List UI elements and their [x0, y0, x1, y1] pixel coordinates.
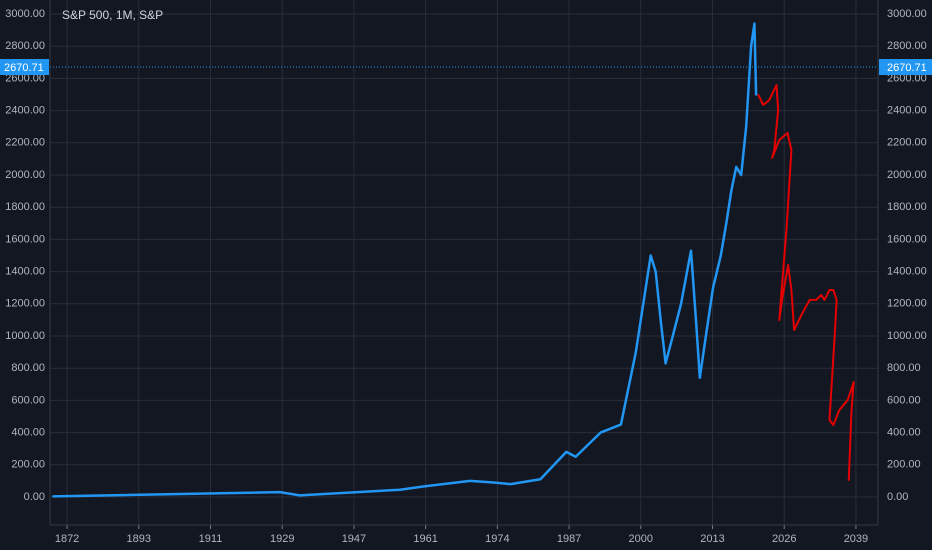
y-tick-label: 200.00	[887, 459, 921, 471]
y-tick-label: 1800.00	[5, 201, 45, 213]
price-label: 2670.71	[887, 62, 927, 74]
y-tick-label: 2200.00	[5, 137, 45, 149]
x-tick-label: 2000	[629, 533, 653, 545]
y-tick-label: 3000.00	[5, 8, 45, 20]
series-line	[52, 22, 758, 498]
price-label: 2670.71	[4, 62, 44, 74]
y-tick-label: 800.00	[887, 362, 921, 374]
x-tick-label: 1987	[557, 533, 581, 545]
y-tick-label: 1400.00	[887, 266, 927, 278]
y-tick-label: 600.00	[887, 394, 921, 406]
y-tick-label: 2800.00	[5, 40, 45, 52]
y-tick-label: 0.00	[24, 491, 45, 503]
x-tick-label: 2013	[700, 533, 724, 545]
y-tick-label: 1600.00	[887, 233, 927, 245]
y-tick-label: 1000.00	[887, 330, 927, 342]
x-tick-label: 2026	[772, 533, 796, 545]
chart-title: S&P 500, 1M, S&P	[62, 8, 163, 22]
y-tick-label: 0.00	[887, 491, 908, 503]
x-tick-label: 1872	[55, 533, 79, 545]
y-tick-label: 2400.00	[887, 105, 927, 117]
y-tick-label: 2600.00	[887, 72, 927, 84]
x-tick-label: 1911	[199, 533, 223, 545]
y-tick-label: 2200.00	[887, 137, 927, 149]
y-tick-label: 2400.00	[5, 105, 45, 117]
x-tick-label: 1974	[485, 533, 509, 545]
y-tick-label: 1400.00	[5, 266, 45, 278]
y-tick-label: 3000.00	[887, 8, 927, 20]
x-tick-label: 1929	[270, 533, 294, 545]
y-tick-label: 1000.00	[5, 330, 45, 342]
grid	[50, 0, 878, 525]
series-line	[757, 84, 855, 481]
price-label-box	[0, 59, 49, 76]
y-tick-label: 800.00	[11, 362, 45, 374]
y-tick-label: 2000.00	[887, 169, 927, 181]
y-tick-label: 1200.00	[5, 298, 45, 310]
y-tick-label: 200.00	[11, 459, 45, 471]
y-tick-label: 400.00	[11, 426, 45, 438]
plot	[50, 22, 878, 498]
price-label-box	[879, 59, 932, 76]
x-tick-label: 1961	[413, 533, 437, 545]
y-tick-label: 1200.00	[887, 298, 927, 310]
x-tick-label: 2039	[844, 533, 868, 545]
y-tick-label: 1800.00	[887, 201, 927, 213]
x-tick-label: 1893	[127, 533, 151, 545]
y-tick-label: 2600.00	[5, 72, 45, 84]
x-tick-label: 1947	[342, 533, 366, 545]
y-tick-label: 600.00	[11, 394, 45, 406]
y-tick-label: 400.00	[887, 426, 921, 438]
y-tick-label: 1600.00	[5, 233, 45, 245]
y-tick-label: 2000.00	[5, 169, 45, 181]
y-tick-label: 2800.00	[887, 40, 927, 52]
